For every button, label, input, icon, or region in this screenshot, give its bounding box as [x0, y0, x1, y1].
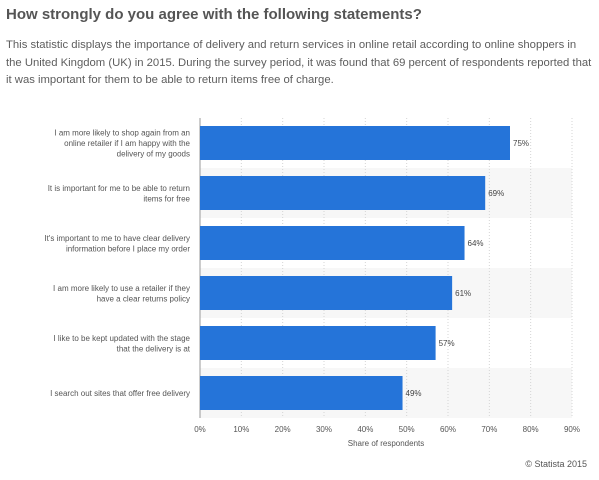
x-tick-label: 30%	[316, 425, 332, 434]
x-tick-label: 90%	[564, 425, 580, 434]
x-tick-label: 60%	[440, 425, 456, 434]
category-label: It's important to me to have clear deliv…	[44, 234, 190, 254]
data-label: 57%	[439, 339, 455, 348]
bar	[200, 276, 453, 310]
bar	[200, 176, 486, 210]
x-axis-title: Share of respondents	[348, 439, 425, 448]
data-label: 64%	[468, 239, 484, 248]
statista-credit: © Statista 2015	[525, 459, 587, 469]
category-label: I like to be kept updated with the stage…	[53, 334, 190, 354]
category-label: I am more likely to use a retailer if th…	[53, 284, 190, 304]
chart-description: This statistic displays the importance o…	[6, 39, 592, 86]
x-tick-label: 70%	[481, 425, 497, 434]
x-tick-label: 20%	[275, 425, 291, 434]
data-label: 61%	[455, 289, 471, 298]
bar	[200, 376, 403, 410]
x-tick-label: 50%	[399, 425, 415, 434]
category-label: It is important for me to be able to ret…	[48, 184, 191, 204]
category-label: I search out sites that offer free deliv…	[50, 389, 190, 398]
bar	[200, 126, 510, 160]
bar	[200, 326, 436, 360]
bar	[200, 226, 465, 260]
data-label: 49%	[406, 389, 422, 398]
x-tick-label: 40%	[357, 425, 373, 434]
chart-title: How strongly do you agree with the follo…	[6, 6, 422, 23]
data-label: 75%	[513, 139, 529, 148]
data-label: 69%	[488, 189, 504, 198]
x-tick-label: 80%	[523, 425, 539, 434]
x-tick-label: 10%	[233, 425, 249, 434]
category-label: I am more likely to shop again from an on…	[54, 129, 190, 159]
x-tick-label: 0%	[194, 425, 206, 434]
